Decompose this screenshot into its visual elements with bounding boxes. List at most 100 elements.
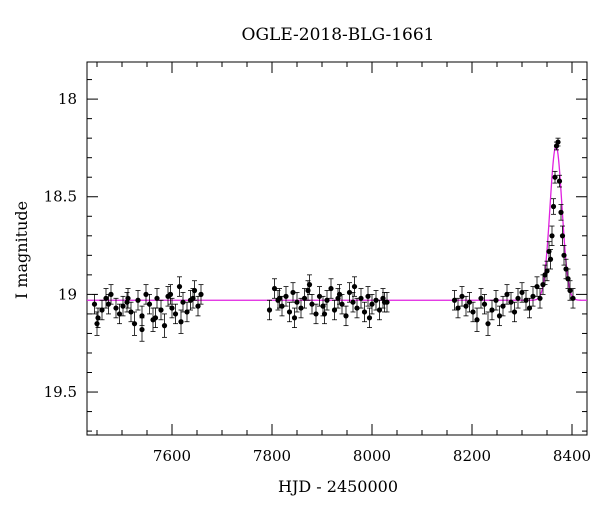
data-point xyxy=(504,284,510,305)
data-point xyxy=(286,301,293,323)
data-point xyxy=(361,301,368,323)
data-point xyxy=(154,288,160,309)
data-marker xyxy=(556,178,563,184)
data-point xyxy=(530,286,536,307)
data-marker xyxy=(489,307,495,313)
data-point xyxy=(321,303,328,325)
data-point xyxy=(547,249,554,270)
x-tick-label: 8200 xyxy=(453,447,491,465)
data-marker xyxy=(271,285,278,292)
data-point xyxy=(481,293,488,315)
data-marker xyxy=(376,307,383,313)
data-marker xyxy=(455,305,461,311)
data-point xyxy=(195,295,201,317)
data-marker xyxy=(519,289,525,296)
data-marker xyxy=(184,309,190,315)
data-marker xyxy=(366,315,373,321)
data-marker xyxy=(537,295,543,301)
data-point xyxy=(550,198,557,215)
model-curve xyxy=(87,145,587,301)
data-point xyxy=(519,282,525,303)
data-marker xyxy=(113,305,119,311)
data-marker xyxy=(328,285,334,292)
data-point xyxy=(523,290,529,311)
data-point xyxy=(537,288,543,309)
data-point xyxy=(369,293,375,315)
data-marker xyxy=(478,295,484,301)
data-point xyxy=(120,295,126,317)
data-marker xyxy=(301,295,308,301)
axis-ticks-layer xyxy=(87,62,587,435)
data-marker xyxy=(139,313,145,319)
y-tick-label: 18 xyxy=(58,90,77,108)
data-marker xyxy=(381,299,388,305)
data-point xyxy=(291,307,298,328)
data-point xyxy=(365,286,371,307)
data-marker xyxy=(508,299,514,305)
data-point xyxy=(511,301,518,323)
data-point xyxy=(128,301,134,323)
data-point xyxy=(266,299,273,321)
data-marker xyxy=(351,283,358,290)
data-marker xyxy=(321,311,328,317)
x-axis-label: HJD - 2450000 xyxy=(278,477,398,496)
data-marker xyxy=(176,283,183,290)
data-point xyxy=(276,288,283,309)
data-marker xyxy=(470,309,476,315)
data-marker xyxy=(549,233,555,239)
data-point xyxy=(184,301,190,323)
data-point xyxy=(99,299,105,321)
data-point xyxy=(478,288,484,309)
data-marker xyxy=(493,297,499,303)
x-tick-label: 8000 xyxy=(353,447,391,465)
data-marker xyxy=(451,297,458,303)
data-marker xyxy=(120,303,126,309)
data-point xyxy=(298,297,304,319)
data-point xyxy=(376,299,383,321)
data-point xyxy=(474,307,480,332)
data-point xyxy=(313,303,319,325)
data-point xyxy=(463,295,469,317)
data-point xyxy=(172,303,179,325)
data-point xyxy=(279,295,285,317)
data-point xyxy=(125,288,131,309)
x-tick-label: 8400 xyxy=(553,447,591,465)
data-point xyxy=(294,292,300,313)
data-marker xyxy=(291,315,298,321)
data-marker xyxy=(158,307,164,313)
x-tick-label: 7800 xyxy=(253,447,291,465)
data-marker xyxy=(135,297,141,303)
data-point xyxy=(290,282,296,303)
data-marker xyxy=(466,299,473,305)
data-point xyxy=(328,278,334,299)
data-marker xyxy=(324,297,330,303)
data-point xyxy=(508,292,514,313)
data-point xyxy=(161,313,168,338)
y-tick-label: 18.5 xyxy=(44,188,77,206)
data-point xyxy=(354,297,360,319)
data-marker xyxy=(313,311,319,317)
data-point xyxy=(331,299,338,321)
data-point xyxy=(515,288,521,309)
data-marker xyxy=(105,301,112,307)
data-marker xyxy=(369,301,375,307)
data-point xyxy=(91,293,98,315)
data-marker xyxy=(567,287,573,294)
data-marker xyxy=(167,291,174,297)
chart-title: OGLE-2018-BLG-1661 xyxy=(242,25,435,45)
data-marker xyxy=(496,313,503,319)
data-point xyxy=(105,293,112,315)
data-point xyxy=(158,299,164,321)
data-point xyxy=(366,307,373,328)
data-point xyxy=(493,290,499,311)
data-marker xyxy=(309,301,315,307)
data-point xyxy=(336,284,343,305)
data-marker xyxy=(331,307,338,313)
data-marker xyxy=(523,297,529,303)
data-marker xyxy=(350,299,356,305)
data-marker xyxy=(306,282,313,288)
data-point xyxy=(198,284,204,305)
y-tick-label: 19.5 xyxy=(44,383,77,401)
data-marker xyxy=(511,309,518,315)
